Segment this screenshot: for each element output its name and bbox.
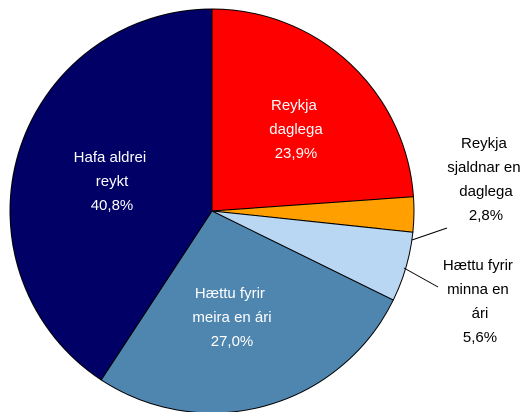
slice-label: Reykja sjaldnar en daglega — [447, 135, 525, 200]
slice-label: Hættu fyrir meira en ári — [192, 285, 271, 326]
slice-label: Hættu fyrir minna en ári — [443, 257, 517, 322]
pie-slice — [211, 8, 415, 212]
leader-line — [411, 227, 448, 241]
label-line: sjaldnar en — [447, 159, 525, 176]
value-label: 23,9% — [275, 145, 318, 162]
label-line: daglega — [459, 183, 513, 200]
leader-line — [403, 267, 439, 288]
label-line: Hættu fyrir — [443, 257, 517, 274]
label-line: Reykja — [271, 97, 321, 114]
value-label: 27,0% — [211, 333, 254, 350]
label-line: daglega — [269, 121, 323, 138]
label-line: minna en — [447, 281, 513, 298]
label-line: Hættu fyrir — [195, 285, 269, 302]
value-label: 5,6% — [463, 329, 497, 346]
pie-slice — [100, 210, 394, 412]
label-line: Hafa aldrei — [74, 149, 151, 166]
value-label: 2,8% — [469, 207, 503, 224]
label-line: meira en ári — [192, 309, 271, 326]
slice-label: Reykja daglega — [269, 97, 323, 138]
label-line: ári — [472, 305, 489, 322]
label-line: reykt — [96, 173, 129, 190]
label-line: Reykja — [461, 135, 511, 152]
slice-label: Hafa aldrei reykt — [74, 149, 151, 190]
pie-slice — [9, 8, 213, 381]
value-label: 40,8% — [91, 197, 134, 214]
